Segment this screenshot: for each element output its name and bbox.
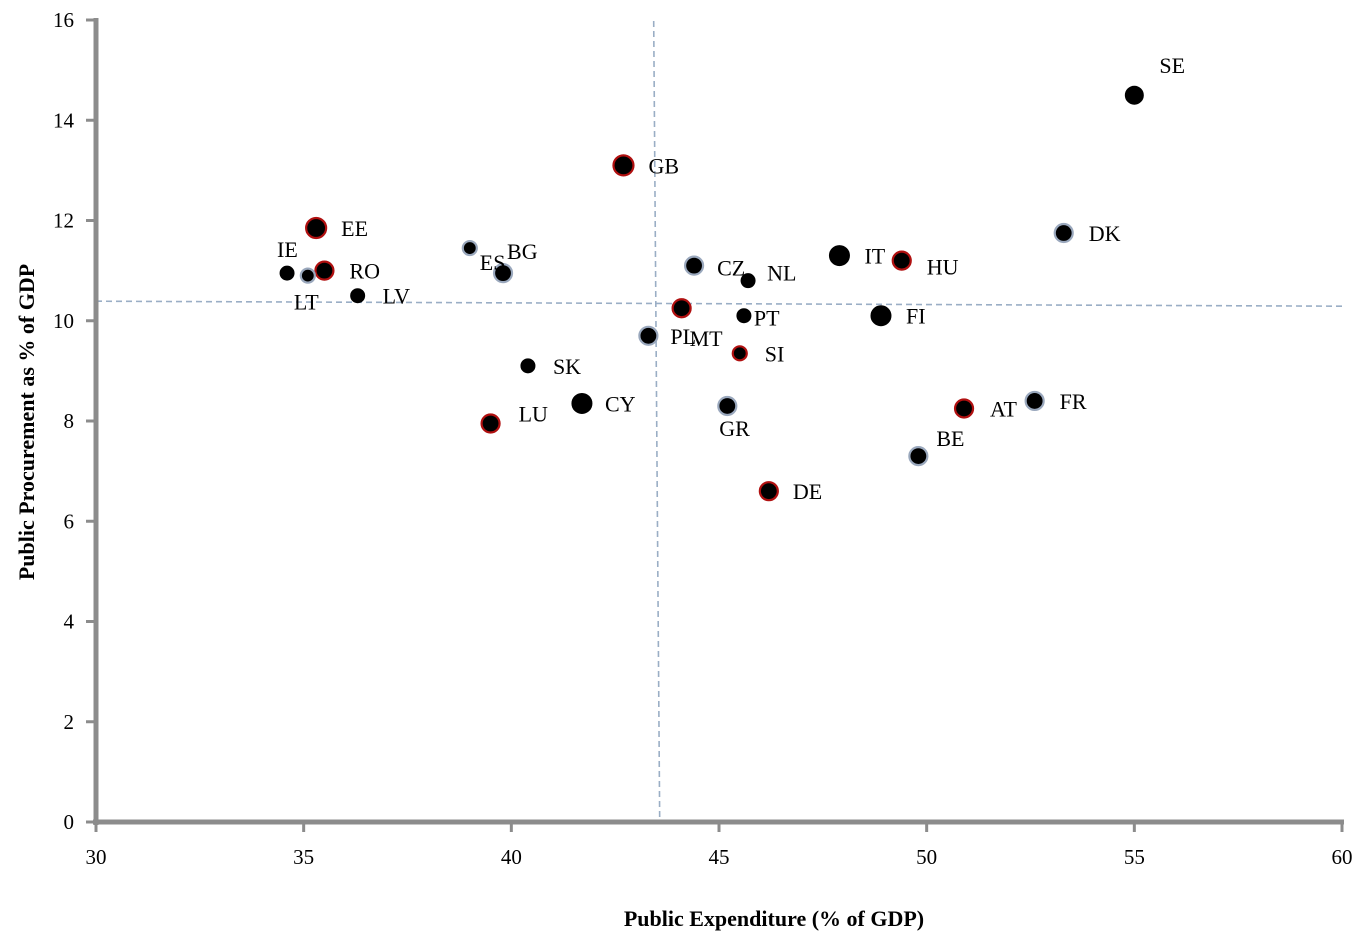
point-label-mt: MT bbox=[690, 326, 724, 351]
point-cy bbox=[571, 392, 593, 414]
point-label-it: IT bbox=[864, 244, 885, 269]
point-label-ie: IE bbox=[277, 237, 298, 262]
point-label-si: SI bbox=[765, 341, 785, 366]
point-label-ro: RO bbox=[349, 259, 380, 284]
horizontal-reference-line bbox=[95, 300, 1347, 308]
point-fr bbox=[1024, 390, 1045, 412]
point-gb bbox=[612, 154, 635, 177]
point-pt bbox=[736, 308, 752, 324]
point-label-dk: DK bbox=[1089, 221, 1121, 246]
point-label-gr: GR bbox=[719, 416, 750, 441]
point-label-pl: PL bbox=[670, 324, 696, 349]
y-tick-label: 2 bbox=[64, 710, 75, 734]
point-labels-layer: SE GB EE DK IE RO LT LV ES BG CZ NL IT HU MT PT FI PL SI SK… bbox=[277, 53, 1185, 504]
point-ee bbox=[305, 216, 328, 240]
x-axis-title: Public Expenditure (% of GDP) bbox=[624, 906, 924, 931]
point-label-nl: NL bbox=[767, 261, 796, 286]
point-it bbox=[828, 245, 850, 267]
point-label-es: ES bbox=[480, 250, 506, 275]
point-bg bbox=[492, 263, 514, 284]
point-sk bbox=[520, 358, 536, 374]
point-mt bbox=[671, 298, 692, 319]
points-layer bbox=[279, 85, 1144, 502]
point-label-sk: SK bbox=[553, 354, 581, 379]
point-lt bbox=[299, 267, 316, 284]
x-tick-label: 40 bbox=[501, 845, 522, 869]
point-nl bbox=[740, 273, 756, 289]
point-label-hu: HU bbox=[927, 255, 959, 280]
point-label-lt: LT bbox=[294, 290, 319, 315]
x-tick-label: 30 bbox=[86, 845, 107, 869]
point-dk bbox=[1053, 222, 1074, 244]
point-label-ee: EE bbox=[341, 216, 368, 241]
point-be bbox=[908, 445, 929, 467]
point-hu bbox=[891, 250, 912, 271]
point-label-cy: CY bbox=[605, 391, 636, 416]
axes-layer: 0 2 4 6 8 10 12 14 16 30 35 40 45 50 55 60 bbox=[53, 8, 1353, 869]
x-tick-label: 35 bbox=[293, 845, 314, 869]
point-cz bbox=[683, 255, 705, 276]
reference-lines-layer bbox=[95, 20, 1347, 823]
y-tick-label: 10 bbox=[53, 309, 74, 333]
point-label-pt: PT bbox=[754, 306, 780, 331]
point-es bbox=[461, 239, 478, 257]
point-label-be: BE bbox=[936, 426, 964, 451]
y-axis-title: Public Procurement as % of GDP bbox=[14, 264, 39, 580]
point-label-fi: FI bbox=[906, 304, 926, 329]
point-label-bg: BG bbox=[507, 239, 538, 264]
y-tick-label: 16 bbox=[53, 8, 74, 32]
x-tick-label: 45 bbox=[709, 845, 730, 869]
point-se bbox=[1124, 85, 1144, 105]
point-pl bbox=[638, 325, 659, 346]
y-tick-label: 12 bbox=[53, 209, 74, 233]
point-label-lv: LV bbox=[383, 284, 410, 309]
point-label-cz: CZ bbox=[717, 256, 745, 281]
vertical-reference-line bbox=[652, 20, 661, 823]
point-lv bbox=[350, 288, 366, 304]
y-tick-label: 6 bbox=[64, 509, 75, 533]
point-label-se: SE bbox=[1159, 53, 1185, 78]
point-ro bbox=[314, 260, 335, 281]
point-label-at: AT bbox=[990, 396, 1017, 421]
point-fi bbox=[870, 305, 892, 327]
point-label-fr: FR bbox=[1060, 389, 1087, 414]
point-de bbox=[758, 481, 779, 502]
point-label-gb: GB bbox=[648, 153, 679, 178]
x-tick-label: 60 bbox=[1332, 845, 1353, 869]
point-lu bbox=[480, 413, 501, 434]
point-at bbox=[953, 398, 975, 419]
x-tick-label: 55 bbox=[1124, 845, 1145, 869]
point-ie bbox=[279, 265, 295, 281]
point-gr bbox=[717, 395, 738, 417]
y-tick-label: 8 bbox=[64, 409, 75, 433]
point-label-de: DE bbox=[793, 479, 822, 504]
y-tick-label: 0 bbox=[64, 810, 75, 834]
point-si bbox=[731, 345, 748, 362]
y-tick-label: 4 bbox=[64, 610, 75, 634]
y-tick-label: 14 bbox=[53, 108, 75, 132]
point-label-lu: LU bbox=[519, 402, 548, 427]
x-tick-label: 50 bbox=[916, 845, 937, 869]
